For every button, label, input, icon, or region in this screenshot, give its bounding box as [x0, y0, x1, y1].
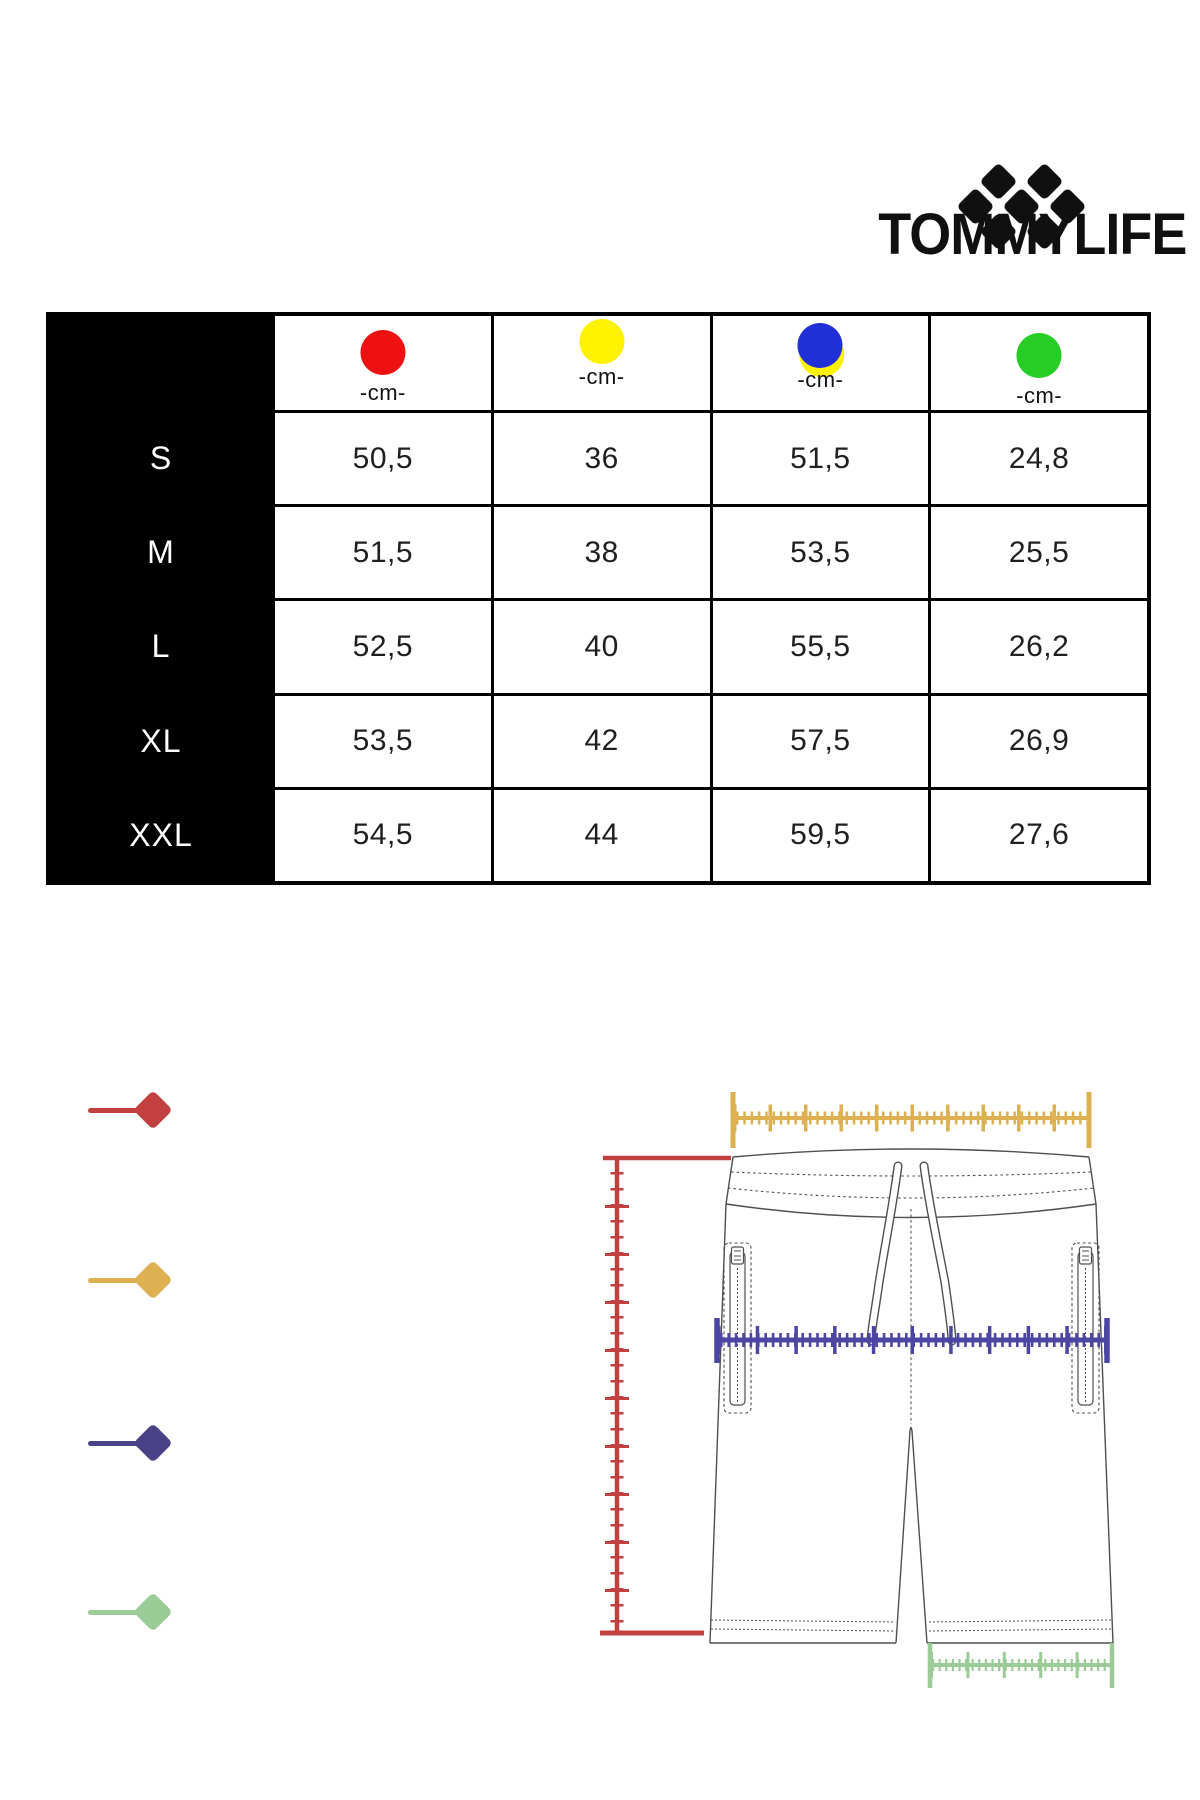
legend-marker-gold: [86, 1260, 196, 1300]
size-m: M: [147, 534, 175, 571]
size-l: L: [151, 628, 171, 665]
green-dot-icon: [1016, 333, 1062, 378]
table-cell: 26,2: [931, 601, 1147, 693]
table-cell: 24,8: [931, 413, 1147, 505]
table-cell: 53,5: [712, 507, 929, 599]
column-header-blue: -cm-: [712, 316, 929, 410]
unit-label: -cm-: [1016, 383, 1063, 408]
table-cell: 26,9: [931, 695, 1147, 787]
legend-marker-red: [86, 1090, 196, 1130]
table-cell: 57,5: [712, 695, 929, 787]
table-cell: 36: [493, 413, 710, 505]
table-cell: 51,5: [275, 507, 491, 599]
size-row-label: M: [50, 507, 272, 599]
leg-opening-ruler: [927, 1643, 1115, 1688]
legend-tail: [88, 1277, 142, 1283]
yellow-dot-icon: [579, 319, 625, 364]
table-cell: 53,5: [275, 695, 491, 787]
table-cell: 51,5: [712, 413, 929, 505]
red-dot-icon: [360, 330, 406, 375]
column-header-yellow: -cm-: [493, 316, 710, 410]
table-cell: 50,5: [275, 413, 491, 505]
shorts-outline: [709, 1148, 1114, 1644]
table-cell: 42: [493, 695, 710, 787]
side-length-ruler: [600, 1155, 731, 1636]
right-zip-pocket: [1071, 1242, 1100, 1414]
size-table: -cm- -cm- -cm- -cm- S 50,5 36 51,5 24,8 …: [46, 312, 1151, 885]
size-s: S: [149, 440, 173, 477]
table-cell: 25,5: [931, 507, 1147, 599]
unit-label: -cm-: [359, 380, 406, 405]
brand-name: TOMMYLIFE: [878, 202, 1187, 267]
hip-width-ruler: [714, 1318, 1110, 1363]
size-row-label: S: [50, 413, 272, 505]
legend-tail: [88, 1107, 142, 1113]
left-zip-pocket: [723, 1242, 752, 1414]
size-xxl: XXL: [129, 816, 193, 853]
table-cell: 54,5: [275, 789, 491, 881]
table-cell: 40: [493, 601, 710, 693]
table-cell: 52,5: [275, 601, 491, 693]
legend-marker-green: [86, 1592, 196, 1632]
table-cell: 44: [493, 789, 710, 881]
column-header-red: -cm-: [275, 316, 491, 410]
legend-tail: [88, 1440, 142, 1446]
size-row-label: XXL: [50, 789, 272, 881]
unit-label: -cm-: [578, 364, 625, 389]
size-row-label: XL: [50, 695, 272, 787]
blue-dot-icon: [797, 323, 843, 368]
brand-logo: TOMMYLIFE: [868, 85, 1187, 267]
legend-tail: [88, 1609, 142, 1615]
table-cell: 55,5: [712, 601, 929, 693]
table-corner-cell: [50, 316, 272, 410]
size-xl: XL: [140, 722, 182, 759]
table-cell: 27,6: [931, 789, 1147, 881]
size-row-label: L: [50, 601, 272, 693]
legend-marker-navy: [86, 1423, 196, 1463]
table-cell: 38: [493, 507, 710, 599]
column-header-green: -cm-: [931, 316, 1147, 410]
waist-top-ruler: [730, 1092, 1092, 1148]
table-cell: 59,5: [712, 789, 929, 881]
unit-label: -cm-: [797, 367, 844, 392]
